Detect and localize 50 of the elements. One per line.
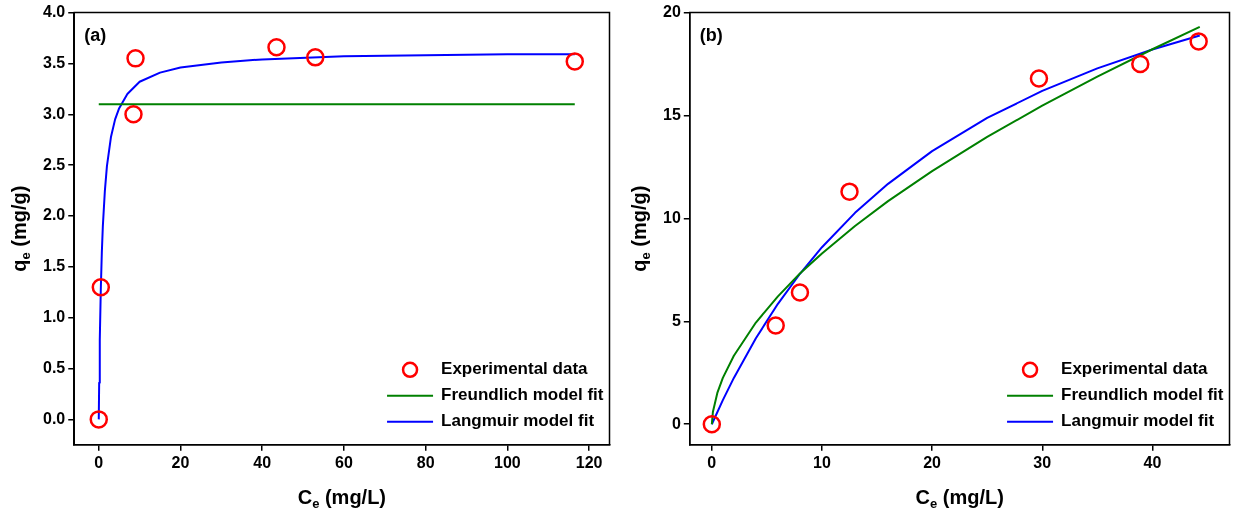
x-tick-label: 40 (1143, 453, 1162, 471)
y-axis-title: qe (mg/g) (627, 185, 653, 272)
point (91, 277, 111, 297)
y-tick-label: 0.5 (42, 358, 66, 376)
x-tick-label: 20 (923, 453, 942, 471)
annotation: (b) (699, 24, 723, 45)
y-tick-label: 1.5 (42, 257, 66, 275)
y-tick-label: 10 (663, 208, 681, 226)
y-tick-label: 20 (663, 3, 681, 21)
point (840, 182, 859, 201)
y-tick-label: 1.0 (42, 308, 66, 326)
legend-label: Freundlich model fit (441, 385, 604, 405)
x-tick-label: 80 (416, 453, 435, 471)
point (126, 49, 145, 68)
annotation: (a) (84, 24, 107, 45)
legend-label: Freundlich model fit (1061, 385, 1224, 405)
x-tick-label: 10 (813, 453, 831, 471)
x-tick-label: 30 (1033, 453, 1052, 471)
y-tick-label: 3.5 (42, 53, 66, 71)
x-tick-label: 0 (94, 453, 104, 471)
x-tick-label: 20 (171, 453, 190, 471)
legend-label: Langmuir model fit (1061, 411, 1215, 431)
y-axis-title: qe (mg/g) (7, 185, 33, 272)
legend-label: Langmuir model fit (441, 411, 595, 431)
y-tick-label: 2.5 (42, 155, 66, 173)
y-tick-label: 0 (671, 414, 681, 432)
y-tick-label: 15 (663, 105, 681, 123)
point (702, 414, 722, 434)
point (565, 52, 585, 71)
x-tick-label: 60 (335, 453, 353, 471)
y-tick-label: 3.0 (42, 104, 66, 122)
y-tick-label: 5 (671, 311, 681, 329)
point (267, 37, 286, 57)
x-tick-label: 0 (707, 453, 717, 471)
point (790, 283, 810, 302)
point (1131, 54, 1150, 74)
y-tick-label: 4.0 (42, 3, 66, 21)
x-tick-label: 120 (575, 453, 603, 471)
x-tick-label: 40 (253, 453, 272, 471)
point (1029, 69, 1049, 88)
point (766, 316, 785, 335)
y-tick-label: 2.0 (42, 206, 66, 224)
y-tick-label: 0.0 (42, 409, 66, 427)
x-tick-label: 100 (494, 453, 521, 471)
point (124, 105, 143, 124)
point (1189, 32, 1208, 51)
legend-label: Experimental data (1061, 359, 1209, 379)
point (306, 48, 325, 67)
legend-label: Experimental data (441, 359, 589, 379)
point (89, 410, 109, 429)
